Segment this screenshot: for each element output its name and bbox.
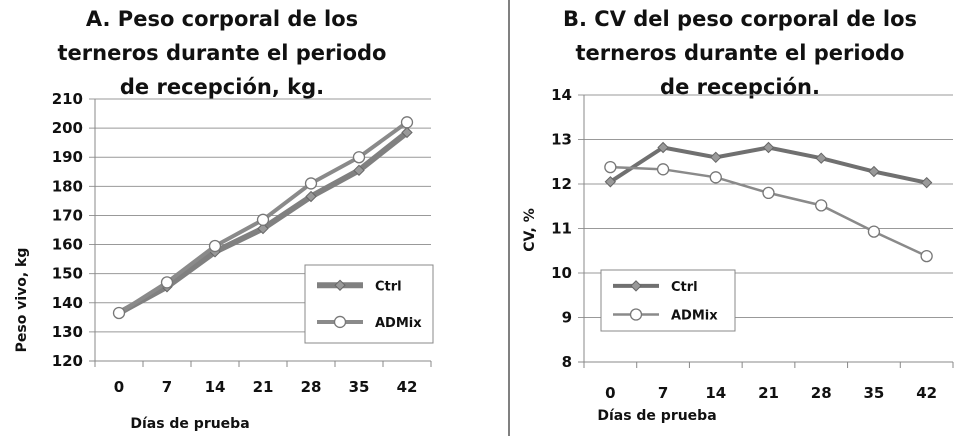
y-tick-label: 11 [551,220,572,238]
y-tick-label: 10 [551,264,572,282]
data-point [657,141,669,154]
x-tick-label: 35 [349,378,370,396]
series-ctrl [604,141,933,189]
y-tick-label: 180 [52,177,83,195]
data-point [762,141,775,154]
y-axis-label: CV, % [522,208,538,252]
y-tick-label: 130 [52,323,83,341]
data-point [256,213,270,226]
y-tick-label: 120 [52,352,83,370]
legend-label: ADMix [671,309,718,324]
data-point [867,225,881,238]
data-point [401,126,413,139]
data-point [920,249,933,263]
y-tick-label: 190 [52,148,83,166]
x-tick-label: 42 [397,378,418,396]
data-point [305,190,317,203]
data-point [160,276,174,289]
x-tick-label: 14 [205,378,226,396]
chart-b: B. CV del peso corporal de los terneros d… [522,7,954,424]
data-point [656,163,670,176]
legend: Ctrl ADMix [304,264,434,344]
data-point [208,239,222,253]
legend-label: Ctrl [671,280,698,295]
y-tick-label: 150 [52,265,83,283]
y-tick-label: 140 [52,294,83,312]
x-tick-label: 7 [162,378,172,396]
y-tick-label: 8 [562,353,572,371]
data-point [868,165,880,178]
y-tick-label: 13 [551,131,572,149]
x-tick-label: 28 [811,384,832,402]
y-tick-label: 210 [52,90,83,108]
data-point [815,152,827,164]
legend-label: Ctrl [375,279,402,294]
chart-title-line: A. Peso corporal de los [86,7,358,31]
legend-marker [630,280,642,292]
legend-marker [334,279,346,291]
x-axis-label: Días de prueba [130,416,249,432]
legend-box [304,264,434,344]
data-point [257,222,269,235]
data-point [920,176,933,189]
data-point [304,177,318,190]
x-tick-label: 7 [658,384,668,402]
data-point [353,164,365,177]
chart-a: A. Peso corporal de los terneros durante … [14,7,434,432]
data-point [710,151,722,164]
chart-title-line: terneros durante el periodo [58,41,387,65]
data-point [604,176,617,188]
x-tick-label: 42 [916,384,937,402]
y-axis-label: Peso vivo, kg [14,248,30,353]
x-tick-label: 28 [301,378,322,396]
data-point [604,160,617,174]
legend-label: ADMix [375,316,422,331]
y-tick-label: 14 [551,86,572,104]
series-admix [604,160,933,263]
x-tick-label: 21 [758,384,779,402]
data-point [400,116,414,129]
legend-marker [629,308,643,321]
y-tick-label: 170 [52,206,83,224]
series-line [610,165,928,258]
y-tick-label: 12 [551,175,572,193]
y-tick-label: 9 [562,309,572,327]
data-point [112,306,126,320]
chart-title-line: terneros durante el periodo [576,41,905,65]
data-point [352,151,366,164]
x-tick-label: 14 [705,384,726,402]
x-axis-label: Días de prueba [597,408,716,424]
x-tick-label: 21 [253,378,274,396]
y-tick-label: 160 [52,236,83,254]
legend: Ctrl ADMix [600,269,736,332]
series-admix [112,116,414,320]
chart-title-line: de recepción, kg. [120,75,324,99]
y-tick-label: 200 [52,119,83,137]
data-point [815,199,828,212]
x-tick-label: 35 [863,384,884,402]
x-tick-label: 0 [605,384,615,402]
data-point [709,171,722,184]
data-point [762,186,775,200]
legend-box [600,269,736,332]
legend-marker [333,315,347,329]
x-tick-label: 0 [114,378,124,396]
chart-title-line: B. CV del peso corporal de los [563,7,917,31]
